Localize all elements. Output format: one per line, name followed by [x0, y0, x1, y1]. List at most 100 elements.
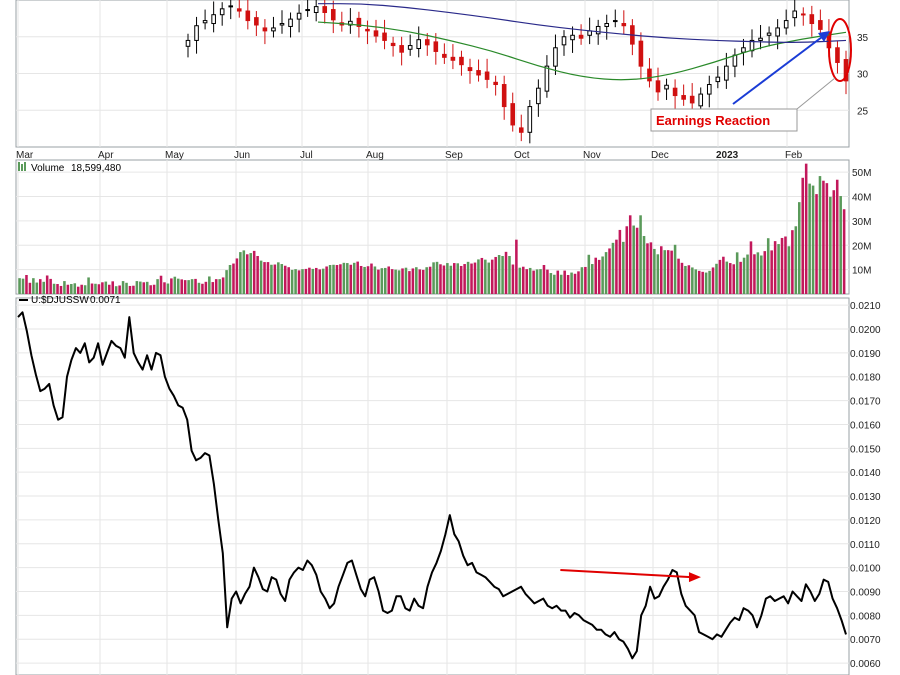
volume-bar — [787, 246, 791, 294]
volume-bar — [656, 254, 660, 294]
volume-bar — [49, 278, 52, 294]
volume-bar — [342, 262, 346, 294]
volume-bar — [384, 267, 387, 294]
volume-bar — [132, 285, 135, 294]
indicator-tick-label: 0.0140 — [850, 468, 881, 479]
volume-bar — [194, 278, 197, 294]
volume-bar — [439, 264, 442, 294]
volume-bar — [404, 267, 408, 294]
volume-bar — [749, 241, 753, 294]
volume-bar — [829, 196, 832, 294]
price-candle — [373, 30, 379, 37]
volume-bar — [642, 236, 646, 294]
price-candle — [698, 93, 704, 107]
volume-bar — [273, 264, 277, 294]
volume-bar — [777, 244, 780, 294]
volume-tick-label: 50M — [852, 168, 871, 179]
volume-bar — [201, 283, 204, 294]
volume-bar — [325, 266, 328, 294]
volume-bar — [753, 254, 756, 294]
volume-bar — [504, 251, 508, 294]
volume-bar — [114, 286, 118, 294]
volume-bar — [332, 264, 335, 294]
x-tick-label: May — [165, 150, 184, 161]
price-candle — [194, 25, 199, 41]
price-candle — [185, 39, 191, 47]
volume-bar — [456, 263, 459, 294]
moving-average-line-0 — [317, 21, 847, 81]
volume-bar — [684, 265, 687, 294]
price-candle — [493, 81, 498, 86]
price-candle — [647, 68, 652, 82]
earnings-annotation: Earnings Reaction — [650, 18, 852, 132]
indicator-tick-label: 0.0190 — [850, 349, 881, 360]
volume-bar — [697, 270, 701, 294]
volume-bar — [770, 250, 773, 294]
x-tick-label: Jun — [234, 150, 250, 161]
volume-bar — [580, 267, 584, 294]
volume-bar — [370, 263, 373, 294]
volume-bar — [556, 270, 560, 294]
price-tick-label: 30 — [857, 70, 869, 81]
volume-bar — [428, 266, 432, 294]
volume-bar — [577, 271, 580, 294]
price-candle — [809, 14, 815, 25]
volume-bar — [190, 279, 194, 294]
volume-bar — [442, 265, 446, 294]
price-candle — [835, 47, 840, 63]
volume-bar — [518, 267, 522, 294]
volume-bar — [646, 243, 649, 294]
volume-bar — [152, 284, 156, 294]
price-candle — [501, 84, 507, 108]
x-tick-label: Sep — [445, 150, 463, 161]
price-candle — [544, 65, 550, 92]
price-candle — [450, 56, 456, 61]
price-candle — [689, 95, 695, 104]
volume-bar — [56, 284, 59, 294]
volume-bar — [549, 273, 553, 294]
price-candle — [236, 8, 242, 12]
volume-bar — [811, 185, 815, 294]
volume-bar — [459, 265, 463, 294]
volume-bar — [842, 209, 846, 294]
volume-bar — [225, 270, 228, 294]
volume-bar — [542, 265, 546, 294]
price-candle — [536, 87, 541, 105]
volume-bar — [228, 265, 232, 294]
volume-bar — [570, 272, 573, 294]
volume-bar — [687, 265, 691, 294]
volume-bar — [649, 242, 653, 294]
volume-bar — [335, 265, 339, 294]
price-candle — [561, 36, 567, 46]
volume-bar — [711, 267, 715, 294]
volume-bar — [677, 258, 680, 294]
x-tick-label: Apr — [98, 150, 114, 161]
volume-bar — [663, 250, 666, 294]
price-tick-label: 35 — [857, 33, 869, 44]
volume-bar — [156, 279, 159, 294]
volume-bar — [104, 281, 108, 294]
volume-bar — [601, 256, 604, 294]
volume-bar — [214, 279, 218, 294]
indicator-divergence-arrow-head — [688, 572, 701, 583]
volume-bar — [497, 255, 501, 294]
volume-bar — [239, 252, 242, 294]
price-candle — [527, 106, 533, 133]
volume-bar — [798, 202, 801, 294]
volume-bar — [773, 241, 777, 294]
volume-bar — [490, 259, 494, 294]
indicator-tick-label: 0.0130 — [850, 492, 881, 503]
volume-bar — [177, 278, 180, 294]
volume-bar — [311, 268, 315, 294]
price-candle — [219, 8, 225, 16]
volume-bar — [463, 264, 466, 294]
price-trend-arrow — [732, 31, 830, 105]
volume-bar — [742, 257, 746, 294]
price-candle — [245, 10, 251, 22]
volume-bar — [277, 262, 280, 294]
volume-bar — [218, 279, 221, 294]
price-candle — [638, 40, 644, 67]
price-candle — [416, 39, 422, 50]
volume-bar — [835, 179, 839, 294]
price-candle — [348, 20, 353, 26]
